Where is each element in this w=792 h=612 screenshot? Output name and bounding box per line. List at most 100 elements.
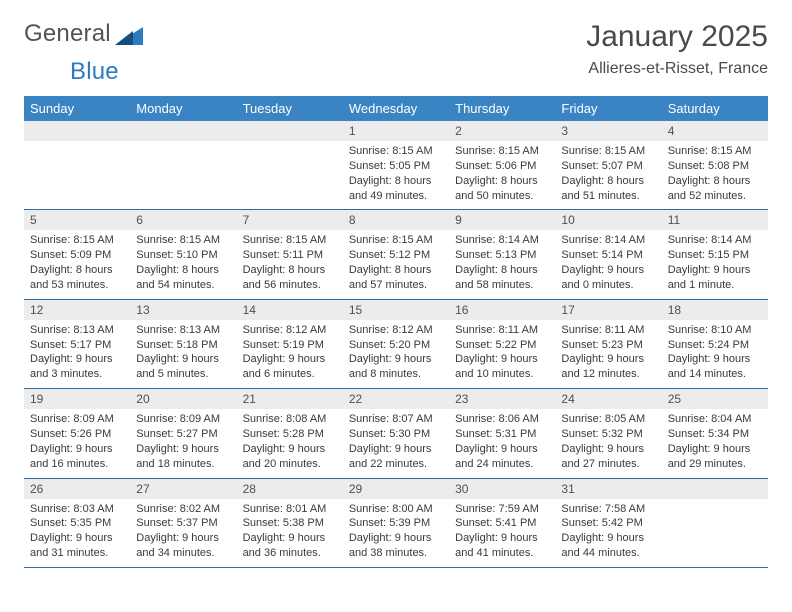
day-number-cell: 18: [662, 299, 768, 320]
daylight-line: Daylight: 8 hoursand 52 minutes.: [668, 174, 762, 204]
brand-logo: General: [24, 20, 147, 48]
day-detail-cell: [130, 141, 236, 210]
daylight-line: Daylight: 9 hoursand 44 minutes.: [561, 531, 655, 561]
day-number-cell: 27: [130, 478, 236, 499]
sunset-line: Sunset: 5:30 PM: [349, 427, 443, 442]
sunset-line: Sunset: 5:15 PM: [668, 248, 762, 263]
sunset-line: Sunset: 5:34 PM: [668, 427, 762, 442]
day-number-cell: 26: [24, 478, 130, 499]
sunset-line: Sunset: 5:26 PM: [30, 427, 124, 442]
day-detail-row: Sunrise: 8:15 AMSunset: 5:09 PMDaylight:…: [24, 230, 768, 299]
day-number-cell: [662, 478, 768, 499]
daylight-line: Daylight: 9 hoursand 29 minutes.: [668, 442, 762, 472]
day-detail-cell: Sunrise: 8:11 AMSunset: 5:22 PMDaylight:…: [449, 320, 555, 389]
sunrise-line: Sunrise: 8:11 AM: [561, 323, 655, 338]
weekday-header: Tuesday: [237, 96, 343, 121]
day-detail-cell: Sunrise: 8:00 AMSunset: 5:39 PMDaylight:…: [343, 499, 449, 568]
day-number-cell: 17: [555, 299, 661, 320]
sunrise-line: Sunrise: 8:11 AM: [455, 323, 549, 338]
sunset-line: Sunset: 5:06 PM: [455, 159, 549, 174]
sunrise-line: Sunrise: 8:15 AM: [30, 233, 124, 248]
daylight-line: Daylight: 9 hoursand 16 minutes.: [30, 442, 124, 472]
day-detail-row: Sunrise: 8:13 AMSunset: 5:17 PMDaylight:…: [24, 320, 768, 389]
brand-word-1: General: [24, 20, 111, 48]
day-detail-cell: Sunrise: 8:15 AMSunset: 5:09 PMDaylight:…: [24, 230, 130, 299]
sunrise-line: Sunrise: 8:15 AM: [349, 233, 443, 248]
day-detail-cell: Sunrise: 7:59 AMSunset: 5:41 PMDaylight:…: [449, 499, 555, 568]
day-detail-cell: Sunrise: 8:07 AMSunset: 5:30 PMDaylight:…: [343, 409, 449, 478]
daylight-line: Daylight: 8 hoursand 57 minutes.: [349, 263, 443, 293]
day-detail-row: Sunrise: 8:03 AMSunset: 5:35 PMDaylight:…: [24, 499, 768, 568]
day-number-cell: 31: [555, 478, 661, 499]
sunrise-line: Sunrise: 8:15 AM: [561, 144, 655, 159]
daylight-line: Daylight: 9 hoursand 22 minutes.: [349, 442, 443, 472]
day-number-cell: 6: [130, 210, 236, 231]
day-detail-cell: Sunrise: 8:12 AMSunset: 5:19 PMDaylight:…: [237, 320, 343, 389]
day-number-cell: 1: [343, 121, 449, 141]
daylight-line: Daylight: 9 hoursand 14 minutes.: [668, 352, 762, 382]
sunrise-line: Sunrise: 8:15 AM: [136, 233, 230, 248]
day-detail-cell: Sunrise: 8:02 AMSunset: 5:37 PMDaylight:…: [130, 499, 236, 568]
weekday-header: Thursday: [449, 96, 555, 121]
day-number-cell: 16: [449, 299, 555, 320]
sunset-line: Sunset: 5:12 PM: [349, 248, 443, 263]
sunset-line: Sunset: 5:05 PM: [349, 159, 443, 174]
sunset-line: Sunset: 5:17 PM: [30, 338, 124, 353]
day-detail-row: Sunrise: 8:15 AMSunset: 5:05 PMDaylight:…: [24, 141, 768, 210]
day-number-cell: [237, 121, 343, 141]
sunrise-line: Sunrise: 8:15 AM: [349, 144, 443, 159]
brand-triangle-icon: [115, 23, 143, 45]
sunset-line: Sunset: 5:20 PM: [349, 338, 443, 353]
day-number-cell: 24: [555, 389, 661, 410]
day-number-cell: 28: [237, 478, 343, 499]
day-detail-cell: Sunrise: 8:14 AMSunset: 5:14 PMDaylight:…: [555, 230, 661, 299]
daylight-line: Daylight: 8 hoursand 56 minutes.: [243, 263, 337, 293]
sunrise-line: Sunrise: 8:07 AM: [349, 412, 443, 427]
day-number-cell: 10: [555, 210, 661, 231]
daylight-line: Daylight: 9 hoursand 38 minutes.: [349, 531, 443, 561]
daylight-line: Daylight: 9 hoursand 31 minutes.: [30, 531, 124, 561]
day-number-row: 262728293031: [24, 478, 768, 499]
daylight-line: Daylight: 8 hoursand 49 minutes.: [349, 174, 443, 204]
day-number-cell: 5: [24, 210, 130, 231]
day-number-cell: 3: [555, 121, 661, 141]
day-detail-cell: Sunrise: 8:03 AMSunset: 5:35 PMDaylight:…: [24, 499, 130, 568]
sunset-line: Sunset: 5:09 PM: [30, 248, 124, 263]
day-number-cell: 23: [449, 389, 555, 410]
day-number-cell: 22: [343, 389, 449, 410]
daylight-line: Daylight: 8 hoursand 51 minutes.: [561, 174, 655, 204]
day-number-cell: 21: [237, 389, 343, 410]
daylight-line: Daylight: 9 hoursand 3 minutes.: [30, 352, 124, 382]
day-number-cell: [130, 121, 236, 141]
day-detail-cell: Sunrise: 8:09 AMSunset: 5:26 PMDaylight:…: [24, 409, 130, 478]
day-number-cell: 14: [237, 299, 343, 320]
day-number-cell: 2: [449, 121, 555, 141]
day-detail-cell: Sunrise: 7:58 AMSunset: 5:42 PMDaylight:…: [555, 499, 661, 568]
day-detail-cell: Sunrise: 8:12 AMSunset: 5:20 PMDaylight:…: [343, 320, 449, 389]
sunset-line: Sunset: 5:38 PM: [243, 516, 337, 531]
day-detail-cell: Sunrise: 8:15 AMSunset: 5:05 PMDaylight:…: [343, 141, 449, 210]
day-detail-cell: Sunrise: 8:15 AMSunset: 5:06 PMDaylight:…: [449, 141, 555, 210]
day-number-cell: 12: [24, 299, 130, 320]
day-number-cell: 4: [662, 121, 768, 141]
sunrise-line: Sunrise: 8:15 AM: [668, 144, 762, 159]
sunset-line: Sunset: 5:10 PM: [136, 248, 230, 263]
sunrise-line: Sunrise: 8:15 AM: [455, 144, 549, 159]
sunset-line: Sunset: 5:19 PM: [243, 338, 337, 353]
daylight-line: Daylight: 8 hoursand 58 minutes.: [455, 263, 549, 293]
sunrise-line: Sunrise: 8:13 AM: [136, 323, 230, 338]
daylight-line: Daylight: 9 hoursand 10 minutes.: [455, 352, 549, 382]
daylight-line: Daylight: 9 hoursand 6 minutes.: [243, 352, 337, 382]
day-number-cell: 7: [237, 210, 343, 231]
sunrise-line: Sunrise: 8:14 AM: [455, 233, 549, 248]
day-number-cell: 20: [130, 389, 236, 410]
sunrise-line: Sunrise: 8:13 AM: [30, 323, 124, 338]
day-detail-cell: Sunrise: 8:14 AMSunset: 5:15 PMDaylight:…: [662, 230, 768, 299]
day-number-cell: 30: [449, 478, 555, 499]
sunrise-line: Sunrise: 8:02 AM: [136, 502, 230, 517]
sunset-line: Sunset: 5:41 PM: [455, 516, 549, 531]
day-detail-cell: Sunrise: 8:11 AMSunset: 5:23 PMDaylight:…: [555, 320, 661, 389]
sunset-line: Sunset: 5:18 PM: [136, 338, 230, 353]
calendar-table: Sunday Monday Tuesday Wednesday Thursday…: [24, 96, 768, 568]
sunrise-line: Sunrise: 8:09 AM: [136, 412, 230, 427]
